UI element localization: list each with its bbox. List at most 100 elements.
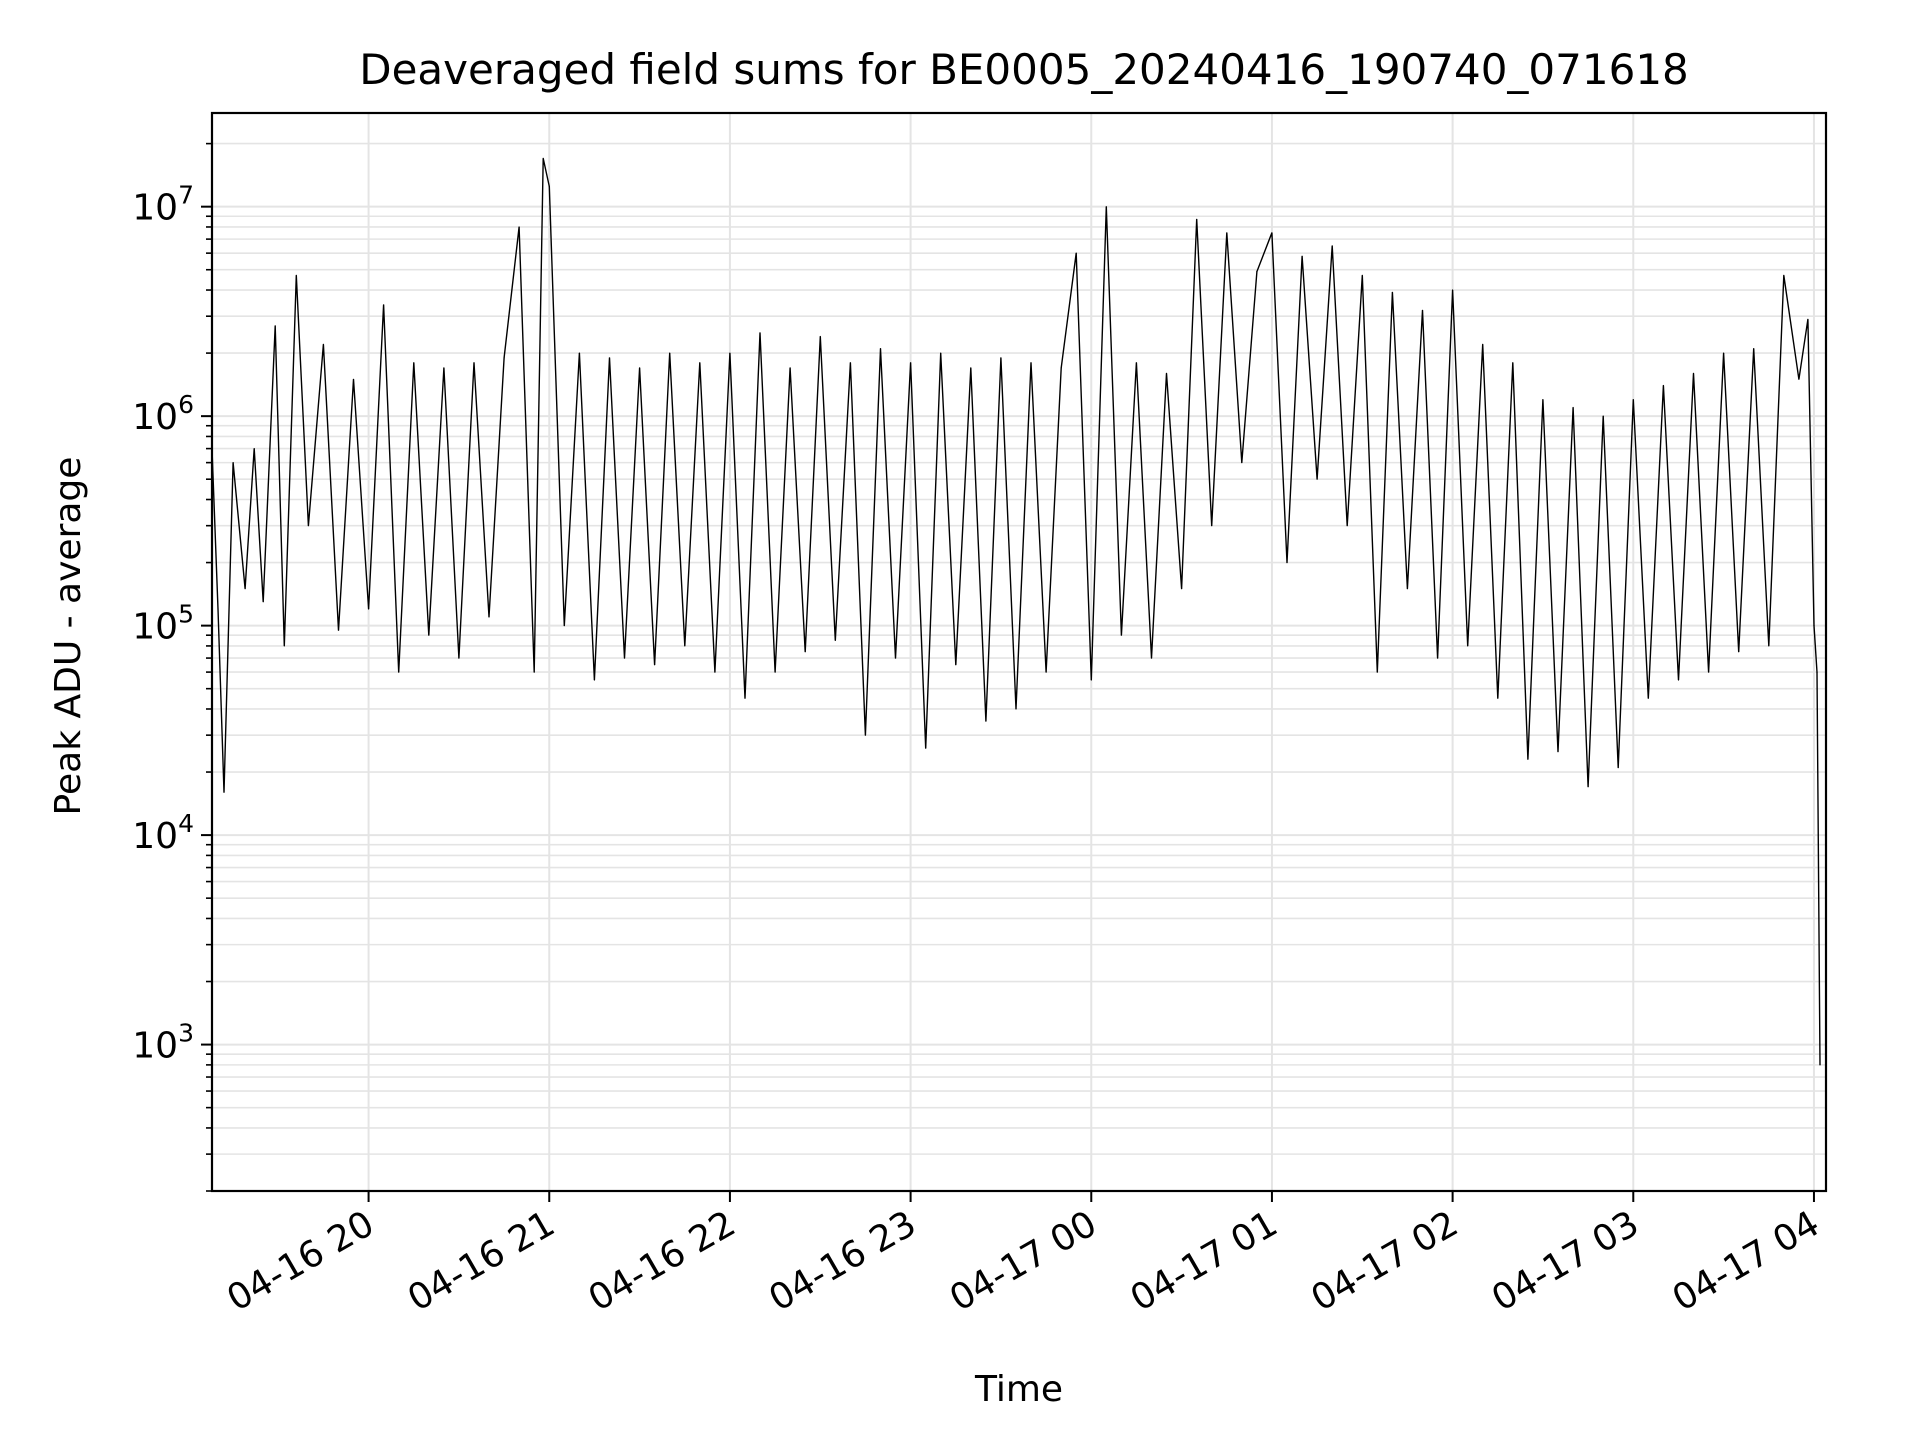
data-point xyxy=(1572,406,1574,409)
data-point xyxy=(458,657,460,659)
data-point xyxy=(283,645,285,647)
data-point xyxy=(608,357,611,359)
data-point xyxy=(955,664,957,666)
data-point xyxy=(274,325,276,327)
data-point xyxy=(503,357,505,359)
data-point xyxy=(1708,671,1710,673)
data-point xyxy=(940,352,942,354)
data-point xyxy=(1286,562,1288,564)
data-point xyxy=(1647,697,1649,699)
data-point xyxy=(684,645,686,647)
data-point xyxy=(1807,318,1809,320)
y-tick-label: 104 xyxy=(132,809,194,857)
data-point xyxy=(1045,671,1047,673)
data-point xyxy=(1617,767,1619,769)
data-point xyxy=(223,791,225,793)
data-point xyxy=(1346,525,1348,527)
data-point xyxy=(819,335,821,338)
data-point xyxy=(1677,679,1680,681)
data-point xyxy=(1226,232,1228,234)
data-point xyxy=(1316,478,1318,480)
data-point xyxy=(578,352,581,354)
data-point xyxy=(1015,708,1017,710)
data-point xyxy=(533,671,535,673)
data-point xyxy=(1557,751,1559,753)
data-point xyxy=(714,671,716,673)
data-point xyxy=(473,362,475,364)
data-point xyxy=(1632,399,1634,401)
data-point xyxy=(1391,291,1393,293)
data-point xyxy=(1753,348,1755,350)
data-point xyxy=(1813,625,1815,627)
data-point xyxy=(548,185,550,187)
data-point xyxy=(654,664,656,666)
data-point xyxy=(352,378,355,380)
data-point xyxy=(1090,679,1092,681)
data-point xyxy=(1120,634,1122,636)
data-point xyxy=(232,462,234,464)
data-point xyxy=(1150,657,1153,659)
data-point xyxy=(834,639,836,642)
data-point xyxy=(1768,645,1770,647)
data-point xyxy=(970,367,972,369)
y-tick-label: 107 xyxy=(132,181,194,229)
y-tick-label: 103 xyxy=(132,1019,194,1067)
data-point xyxy=(398,671,400,673)
plot-area-frame xyxy=(210,111,1828,1193)
data-point xyxy=(789,367,791,369)
data-point xyxy=(1527,758,1529,760)
data-point xyxy=(1421,309,1424,311)
data-point xyxy=(1000,357,1002,359)
data-point xyxy=(593,679,596,681)
data-point xyxy=(1135,362,1137,364)
data-point xyxy=(849,362,852,364)
data-point xyxy=(1376,671,1378,673)
data-point xyxy=(864,734,867,736)
data-point xyxy=(1331,245,1333,247)
data-point xyxy=(1301,255,1303,257)
data-point xyxy=(1165,372,1168,374)
data-point xyxy=(1587,786,1589,788)
data-point xyxy=(1271,232,1273,234)
data-point xyxy=(910,362,912,364)
data-point xyxy=(1030,362,1032,364)
data-point xyxy=(262,601,264,603)
y-tick-label: 106 xyxy=(132,390,194,438)
data-point xyxy=(774,671,776,673)
y-axis-label: Peak ADU - average xyxy=(48,457,89,816)
data-point xyxy=(1181,588,1183,590)
data-point xyxy=(1542,399,1544,401)
data-point xyxy=(729,352,731,354)
data-point xyxy=(1783,274,1785,276)
data-point xyxy=(1105,206,1107,208)
data-point xyxy=(1816,671,1818,673)
data-point xyxy=(1060,367,1062,369)
data-point xyxy=(879,348,882,350)
data-point xyxy=(337,629,340,631)
x-axis-label: Time xyxy=(974,1369,1063,1410)
data-point xyxy=(1723,352,1725,354)
data-point xyxy=(383,304,385,306)
data-point xyxy=(1406,588,1408,590)
data-point xyxy=(563,625,565,627)
data-point xyxy=(639,367,641,369)
data-point xyxy=(1211,525,1213,527)
data-point xyxy=(1075,252,1077,254)
data-point xyxy=(217,608,219,610)
data-point xyxy=(1467,645,1469,647)
data-point xyxy=(925,747,927,749)
data-point xyxy=(1738,651,1740,653)
data-point xyxy=(244,588,246,590)
data-series xyxy=(211,157,1821,1066)
data-point xyxy=(518,226,520,228)
data-point xyxy=(428,634,430,636)
data-point xyxy=(1482,343,1484,345)
data-point xyxy=(307,525,309,527)
data-point xyxy=(699,362,701,364)
data-point xyxy=(623,657,626,659)
data-point xyxy=(744,697,746,699)
data-point xyxy=(1819,1064,1821,1066)
data-point xyxy=(1452,289,1454,291)
chart-title: Deaveraged field sums for BE0005_2024041… xyxy=(359,45,1689,94)
